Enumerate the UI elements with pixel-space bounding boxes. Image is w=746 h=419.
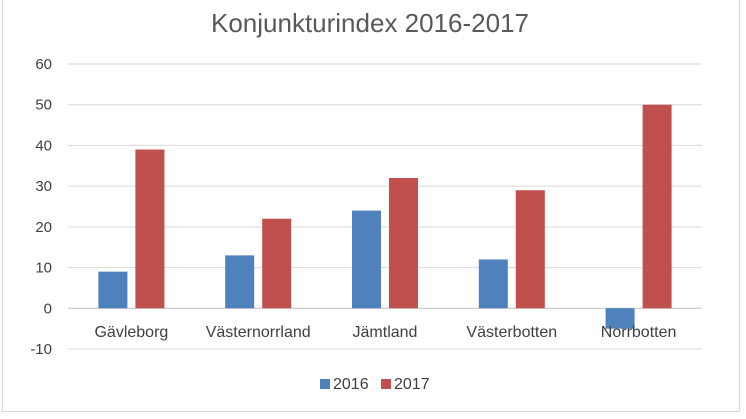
legend-label: 2017 xyxy=(394,376,430,393)
bar-2016 xyxy=(352,210,381,309)
y-tick-label: 50 xyxy=(35,97,52,114)
x-category-label: Västernorrland xyxy=(206,324,311,341)
y-tick-label: 30 xyxy=(35,178,52,195)
legend-label: 2016 xyxy=(333,376,369,393)
y-tick-label: 0 xyxy=(44,300,52,317)
y-tick-label: 20 xyxy=(35,219,52,236)
gridlines xyxy=(68,63,702,350)
bar-2017 xyxy=(135,149,165,309)
x-category-label: Västerbotten xyxy=(466,324,557,341)
bar-2016 xyxy=(605,308,635,329)
x-category-label: Gävleborg xyxy=(94,324,168,341)
bar-2017 xyxy=(389,178,418,309)
legend-swatch-2017 xyxy=(381,379,391,389)
legend-swatch-2016 xyxy=(320,379,330,389)
y-axis-ticks: -10 0 10 20 30 40 50 60 xyxy=(30,56,52,358)
bar-2017 xyxy=(642,104,672,309)
bar-2016 xyxy=(478,259,508,309)
y-tick-label: 10 xyxy=(35,260,52,277)
x-category-label: Norrbotten xyxy=(601,324,677,341)
x-axis-categories: Gävleborg Västernorrland Jämtland Västerbot… xyxy=(94,324,676,341)
x-category-label: Jämtland xyxy=(353,324,418,341)
bar-2016 xyxy=(98,271,128,309)
chart-title: Konjunkturindex 2016-2017 xyxy=(211,8,529,38)
y-tick-label: -10 xyxy=(30,341,52,358)
chart-frame xyxy=(2,0,740,412)
bars xyxy=(98,104,672,329)
bar-2017 xyxy=(262,218,292,309)
y-tick-label: 60 xyxy=(35,56,52,73)
bar-2016 xyxy=(225,255,255,309)
legend: 2016 2017 xyxy=(320,376,430,393)
y-tick-label: 40 xyxy=(35,137,52,154)
bar-2017 xyxy=(515,190,545,309)
